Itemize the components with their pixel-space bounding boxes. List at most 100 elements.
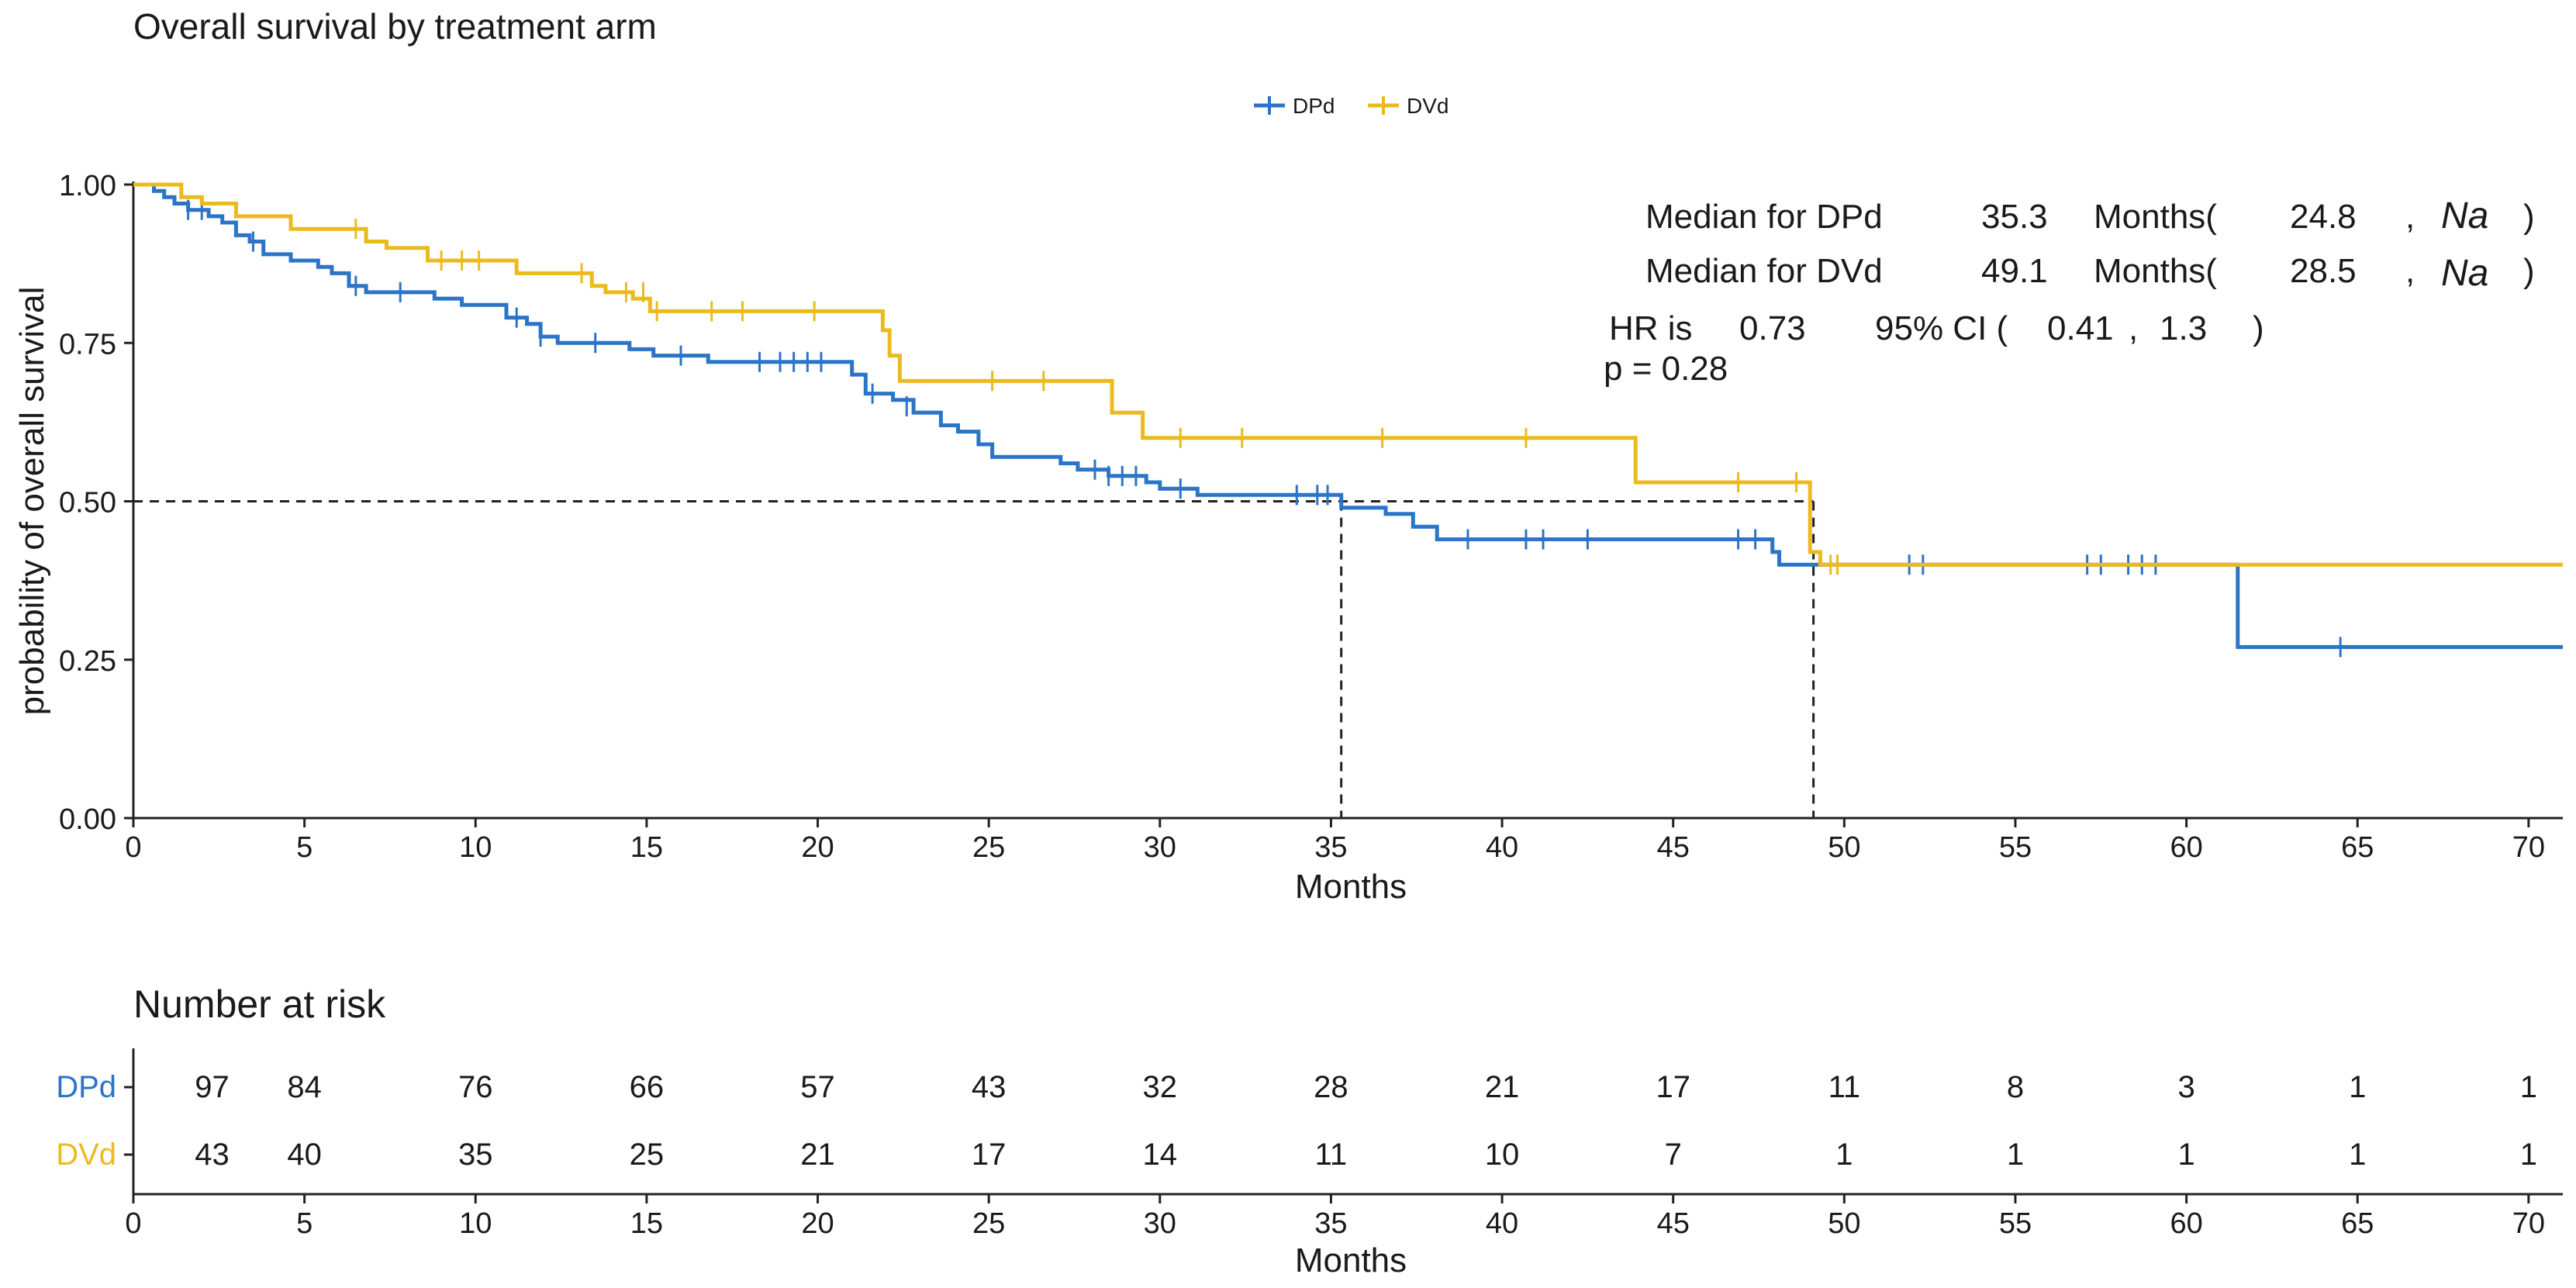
- risk-x-axis-tick-label-1: 5: [296, 1207, 313, 1240]
- risk-value-dvd-8: 10: [1485, 1138, 1520, 1172]
- legend: DPd DVd: [1254, 94, 1449, 118]
- x-axis-tick-label-9: 45: [1657, 831, 1690, 864]
- median-dpd-value: 35.3: [1981, 198, 2048, 236]
- risk-value-dvd-4: 21: [800, 1138, 835, 1172]
- hr-ci-label: 95% CI (: [1875, 309, 2008, 347]
- risk-value-dpd-3: 66: [630, 1070, 665, 1104]
- risk-x-axis-tick-label-8: 40: [1486, 1207, 1518, 1240]
- risk-x-axis-tick-label-9: 45: [1657, 1207, 1690, 1240]
- y-tick-label-2: 0.50: [59, 487, 116, 520]
- median-dvd-label: Median for DVd: [1645, 252, 1883, 290]
- risk-value-dpd-6: 32: [1143, 1070, 1178, 1104]
- hr-label: HR is: [1609, 309, 1693, 347]
- x-axis-tick-label-4: 20: [801, 831, 834, 864]
- median-reference-lines: [133, 500, 1815, 818]
- risk-value-dpd-0: 97: [195, 1070, 230, 1104]
- risk-value-dvd-1: 40: [287, 1138, 322, 1172]
- risk-value-dvd-0: 43: [195, 1138, 230, 1172]
- y-tick-label-4: 1.00: [59, 170, 116, 202]
- risk-x-axis-label: Months: [1295, 1241, 1407, 1279]
- x-axis-tick-label-5: 25: [972, 831, 1005, 864]
- median-dpd-label: Median for DPd: [1645, 198, 1883, 236]
- risk-x-axis-tick-label-10: 50: [1828, 1207, 1860, 1240]
- risk-value-dpd-12: 3: [2177, 1070, 2194, 1104]
- risk-row-label-dvd: DVd: [56, 1138, 116, 1172]
- risk-value-dvd-9: 7: [1665, 1138, 1682, 1172]
- risk-value-dvd-5: 17: [972, 1138, 1007, 1172]
- hr-value: 0.73: [1739, 309, 1806, 347]
- x-axis-tick-label-3: 15: [630, 831, 663, 864]
- x-axis-tick-label-13: 65: [2341, 831, 2374, 864]
- risk-value-dvd-10: 1: [1835, 1138, 1853, 1172]
- risk-value-dvd-6: 14: [1143, 1138, 1178, 1172]
- x-axis: 0 5 10 15 20 25 30 35 40 45 50 55 60 65 70: [125, 817, 2563, 864]
- legend-label-dpd: DPd: [1293, 94, 1335, 118]
- risk-value-dpd-1: 84: [287, 1070, 322, 1104]
- x-axis-tick-label-10: 50: [1828, 831, 1860, 864]
- median-dvd-value: 49.1: [1981, 252, 2048, 290]
- risk-value-dvd-14: 1: [2520, 1138, 2537, 1172]
- risk-value-dpd-13: 1: [2349, 1070, 2366, 1104]
- risk-value-dvd-13: 1: [2349, 1138, 2366, 1172]
- hr-ci-upper: 1.3: [2160, 309, 2207, 347]
- risk-x-axis-tick-label-14: 70: [2512, 1207, 2545, 1240]
- survival-curve-dvd: [133, 182, 2563, 567]
- median-dpd-sep: ,: [2405, 198, 2415, 236]
- hr-ci-lower: 0.41: [2047, 309, 2114, 347]
- risk-value-dpd-14: 1: [2520, 1070, 2537, 1104]
- hr-ci-sep: ,: [2129, 309, 2138, 347]
- risk-x-axis-tick-label-6: 30: [1144, 1207, 1176, 1240]
- median-dvd-upper: Na: [2441, 253, 2488, 294]
- risk-value-dpd-2: 76: [458, 1070, 493, 1104]
- median-dvd-lower: 28.5: [2290, 252, 2357, 290]
- y-tick-label-0: 0.00: [59, 803, 116, 836]
- x-axis-label: Months: [1295, 868, 1407, 906]
- x-axis-tick-label-0: 0: [125, 831, 141, 864]
- x-axis-tick-label-14: 70: [2512, 831, 2545, 864]
- risk-x-axis-tick-label-5: 25: [972, 1207, 1005, 1240]
- risk-value-dvd-11: 1: [2007, 1138, 2024, 1172]
- y-tick-label-3: 0.75: [59, 328, 116, 361]
- median-dpd-upper: Na: [2441, 195, 2488, 237]
- y-axis-label: probability of overall survival: [13, 287, 51, 716]
- risk-value-dpd-10: 11: [1828, 1070, 1861, 1104]
- annotation-panel: Median for DPd 35.3 Months( 24.8 , Na ) …: [1604, 195, 2535, 388]
- median-dvd-close: ): [2523, 252, 2535, 290]
- risk-table-title: Number at risk: [133, 982, 386, 1026]
- median-dvd-sep: ,: [2405, 252, 2415, 290]
- survival-curve-dpd: [133, 182, 2563, 649]
- x-axis-tick-label-7: 35: [1314, 831, 1347, 864]
- x-axis-tick-label-12: 60: [2170, 831, 2202, 864]
- risk-x-axis-tick-label-0: 0: [125, 1207, 141, 1240]
- risk-x-axis-tick-label-11: 55: [1999, 1207, 2032, 1240]
- risk-value-dvd-3: 25: [630, 1138, 665, 1172]
- risk-value-dpd-8: 21: [1485, 1070, 1520, 1104]
- risk-value-dpd-5: 43: [972, 1070, 1007, 1104]
- y-tick-label-1: 0.25: [59, 645, 116, 678]
- median-dpd-close: ): [2523, 198, 2535, 236]
- risk-x-axis-tick-label-2: 10: [459, 1207, 492, 1240]
- p-value: p = 0.28: [1604, 350, 1728, 388]
- risk-value-dpd-9: 17: [1656, 1070, 1690, 1104]
- risk-x-axis-tick-label-7: 35: [1314, 1207, 1347, 1240]
- risk-value-dpd-11: 8: [2007, 1070, 2024, 1104]
- hr-ci-close: ): [2253, 309, 2264, 347]
- risk-x-axis: 0 5 10 15 20 25 30 35 40 45 50 55 60 65 70: [125, 1193, 2563, 1240]
- risk-value-dvd-2: 35: [458, 1138, 493, 1172]
- x-axis-tick-label-8: 40: [1486, 831, 1518, 864]
- risk-value-dpd-7: 28: [1314, 1070, 1348, 1104]
- median-dvd-unit: Months(: [2094, 252, 2217, 290]
- x-axis-tick-label-11: 55: [1999, 831, 2032, 864]
- median-dpd-unit: Months(: [2094, 198, 2217, 236]
- legend-label-dvd: DVd: [1407, 94, 1449, 118]
- risk-x-axis-tick-label-3: 15: [630, 1207, 663, 1240]
- risk-x-axis-tick-label-13: 65: [2341, 1207, 2374, 1240]
- risk-value-dvd-7: 11: [1315, 1138, 1348, 1172]
- risk-x-axis-tick-label-12: 60: [2170, 1207, 2202, 1240]
- x-axis-tick-label-2: 10: [459, 831, 492, 864]
- x-axis-tick-label-1: 5: [296, 831, 313, 864]
- y-axis: 0.00 0.25 0.50 0.75 1.00: [59, 170, 135, 836]
- x-axis-tick-label-6: 30: [1144, 831, 1176, 864]
